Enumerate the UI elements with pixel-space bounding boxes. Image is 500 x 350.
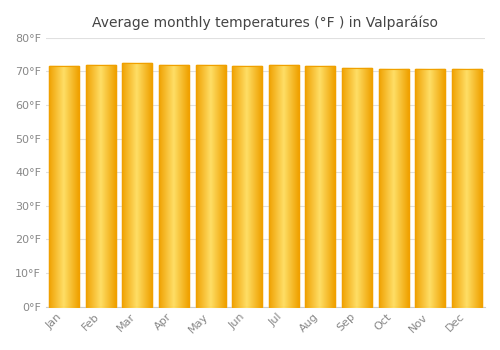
Bar xyxy=(342,68,372,307)
Bar xyxy=(306,66,336,307)
Bar xyxy=(122,63,152,307)
Bar xyxy=(49,66,79,307)
Bar xyxy=(415,69,445,307)
Title: Average monthly temperatures (°F ) in Valparáíso: Average monthly temperatures (°F ) in Va… xyxy=(92,15,438,29)
Bar xyxy=(268,64,298,307)
Bar xyxy=(232,66,262,307)
Bar xyxy=(86,64,116,307)
Bar xyxy=(378,69,408,307)
Bar xyxy=(196,64,226,307)
Bar xyxy=(159,64,189,307)
Bar xyxy=(452,69,482,307)
